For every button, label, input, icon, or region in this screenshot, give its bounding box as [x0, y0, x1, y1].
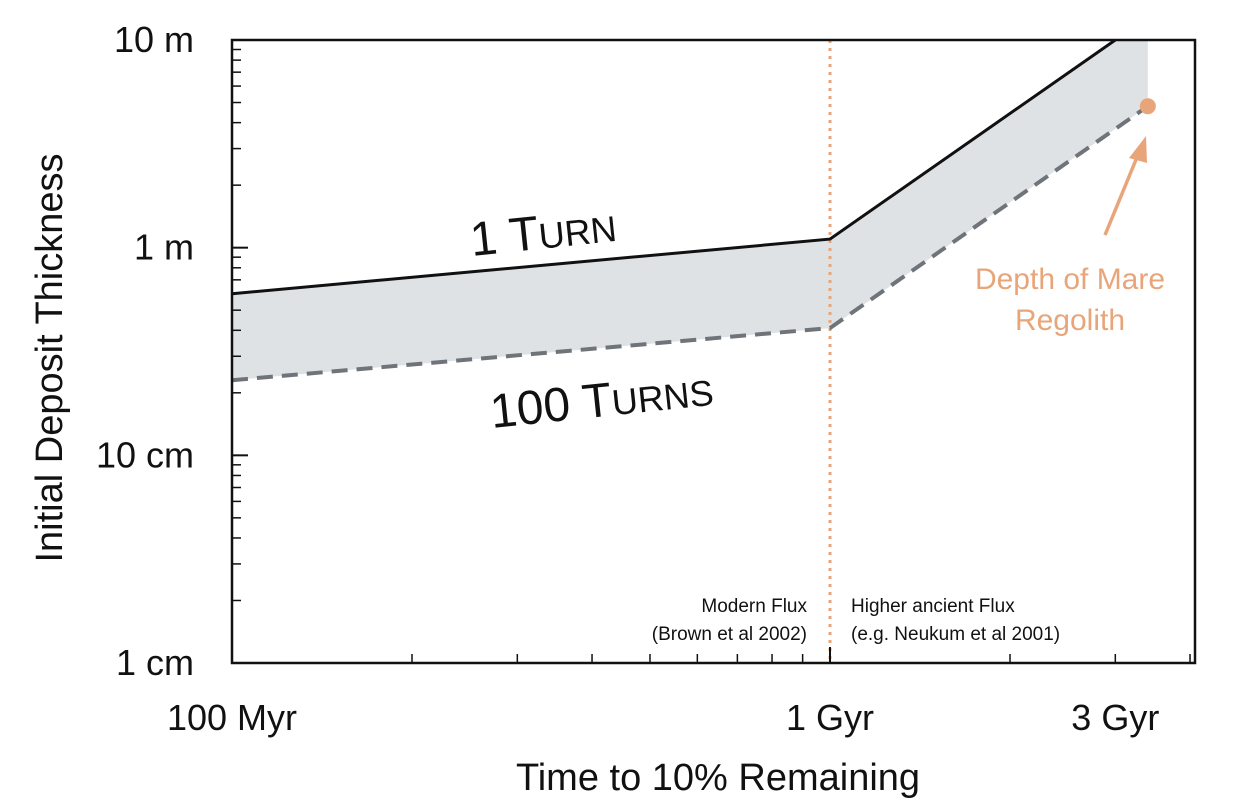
- series-label-100-turns: 100 TURNS: [488, 363, 716, 439]
- mare-regolith-point: [1139, 98, 1156, 115]
- modern-flux-label: Modern Flux: [701, 596, 807, 617]
- y-tick-label: 10 cm: [96, 434, 194, 475]
- x-tick-label: 100 Myr: [167, 697, 297, 738]
- modern-flux-citation: (Brown et al 2002): [652, 624, 807, 645]
- mare-arrow-shaft: [1103, 149, 1142, 236]
- y-axis-title: Initial Deposit Thickness: [29, 153, 71, 562]
- ancient-flux-citation: (e.g. Neukum et al 2001): [851, 624, 1060, 645]
- plot-frame: [230, 38, 1197, 665]
- series-label-1-turn: 1 TURN: [468, 199, 619, 267]
- ancient-flux-label: Higher ancient Flux: [851, 596, 1015, 617]
- tick-marks: [231, 39, 1191, 664]
- thickness-band-layer: [232, 40, 1148, 381]
- series-line-100-turns: [231, 104, 1149, 383]
- x-tick-label: 1 Gyr: [786, 697, 874, 738]
- mare-regolith-label-line1: Depth of Mare: [975, 263, 1165, 296]
- mare-regolith-label-line2: Regolith: [1015, 304, 1125, 337]
- thickness-band: [232, 40, 1148, 381]
- axes-frame: [230, 38, 1197, 665]
- mare-arrow-head: [1129, 136, 1147, 163]
- mare-regolith-arrow: [1103, 136, 1147, 236]
- x-axis-title: Time to 10% Remaining: [516, 757, 920, 799]
- series-line-1-turn: [231, 38, 1117, 296]
- y-tick-label: 10 m: [114, 19, 194, 60]
- x-tick-label: 3 Gyr: [1071, 697, 1159, 738]
- series-layer: [231, 38, 1149, 383]
- y-tick-label: 1 cm: [116, 642, 194, 683]
- tick-labels: 100 Myr 1 Gyr 3 Gyr 1 cm 10 cm 1 m 10 m: [96, 19, 1159, 738]
- y-tick-label: 1 m: [134, 227, 194, 268]
